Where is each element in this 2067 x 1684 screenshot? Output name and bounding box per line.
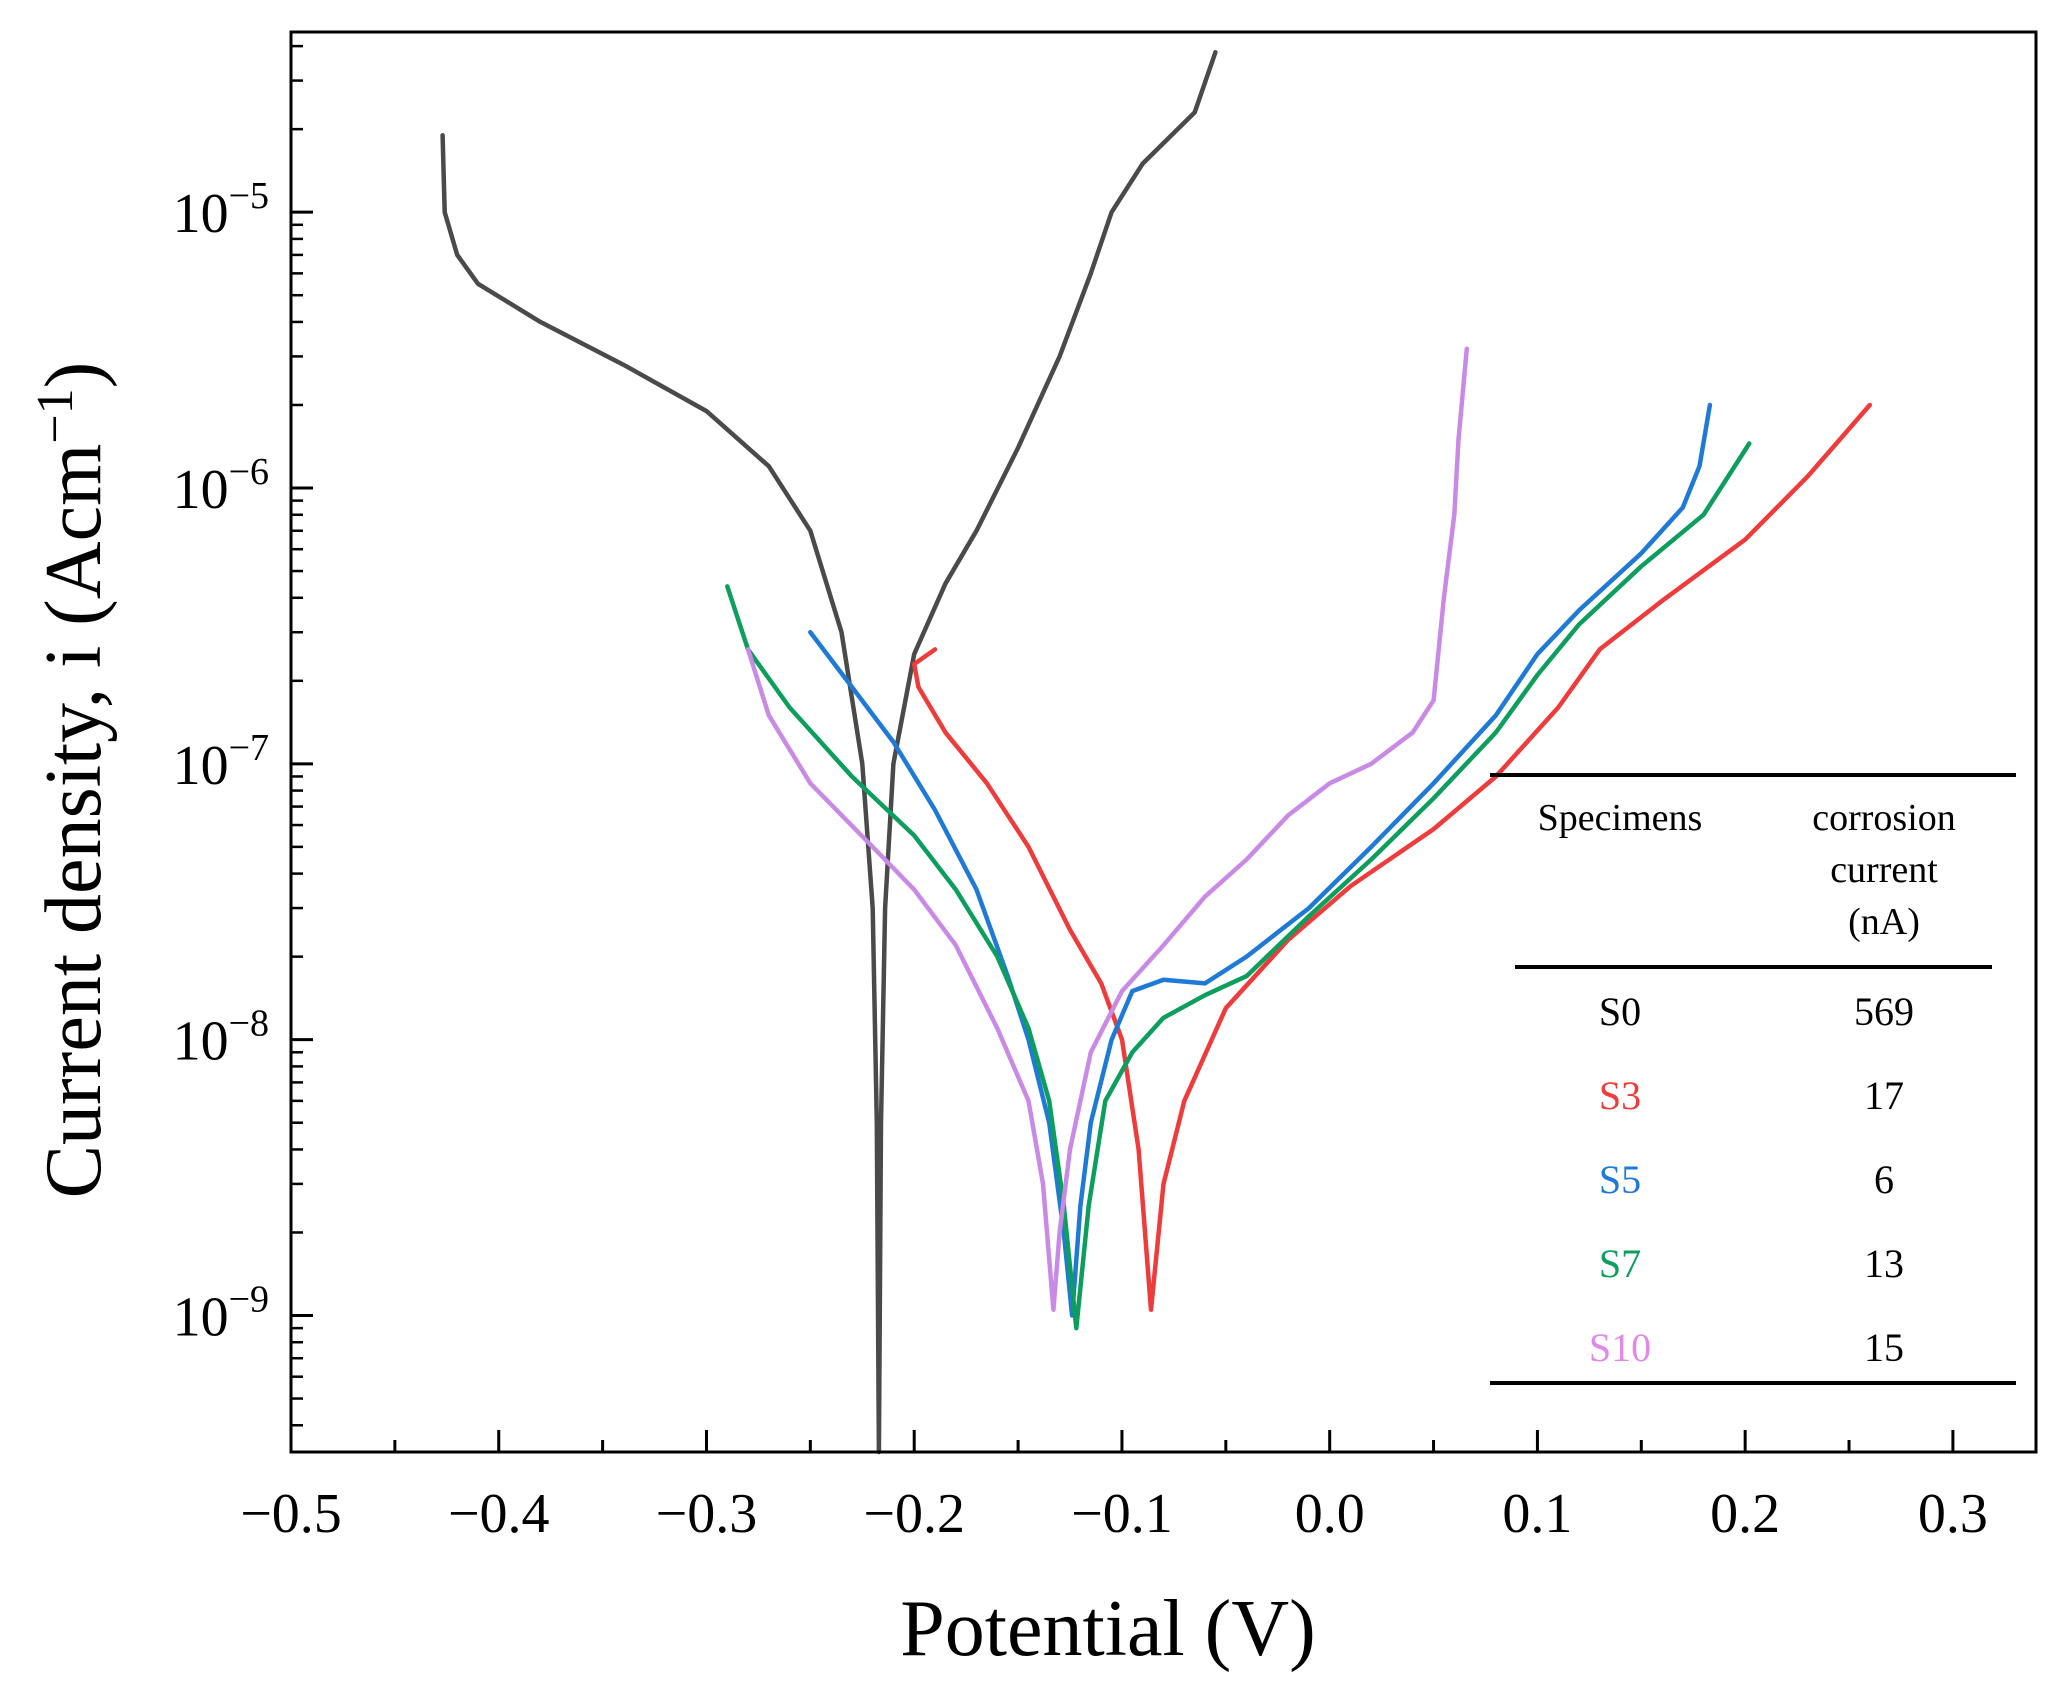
x-tick-label: −0.2 xyxy=(863,1483,965,1545)
y-tick-label: 10−7 xyxy=(173,727,269,797)
axis-layer: −0.5 −0.4 −0.3 −0.2 −0.1 0.0 0.1 0.2 0.3 10−9 10−8… xyxy=(173,44,1988,1545)
y-axis-title-sup: −1 xyxy=(27,388,84,443)
table-cell-current: 6 xyxy=(1874,1157,1894,1202)
series-line-s10 xyxy=(745,346,1470,1312)
y-tick-label: 10−8 xyxy=(173,1003,269,1073)
series-line-s5 xyxy=(808,402,1713,1318)
inset-table: Specimens corrosion current (nA) S0 569 S3 17 S5… xyxy=(1490,773,2016,1385)
series-line-s7 xyxy=(725,441,1752,1331)
x-tick-label: 0.0 xyxy=(1295,1483,1365,1545)
y-tick-label: 10−6 xyxy=(173,451,269,521)
table-cell-current: 569 xyxy=(1854,989,1914,1034)
y-tick-label: 10−9 xyxy=(173,1279,269,1349)
series-line-s3 xyxy=(911,402,1873,1312)
y-axis-title-main: Current density, i (Acm xyxy=(30,444,118,1199)
y-axis-title-close: ) xyxy=(30,362,118,389)
table-header-current: (nA) xyxy=(1848,901,1920,943)
table-cell-specimen: S7 xyxy=(1599,1241,1641,1286)
table-cell-specimen: S5 xyxy=(1599,1157,1641,1202)
x-axis-title: Potential (V) xyxy=(900,1585,1315,1673)
table-header-current: current xyxy=(1830,849,1938,891)
table-header-current: corrosion xyxy=(1812,797,1956,839)
table-cell-specimen: S0 xyxy=(1599,989,1641,1034)
table-cell-current: 15 xyxy=(1864,1325,1904,1370)
x-tick-label: −0.3 xyxy=(656,1483,758,1545)
series-layer xyxy=(440,50,1873,1455)
y-axis-title: Current density, i (Acm−1) xyxy=(27,362,118,1199)
x-tick-label: −0.1 xyxy=(1071,1483,1173,1545)
table-cell-current: 13 xyxy=(1864,1241,1904,1286)
plot-frame xyxy=(289,30,2038,1454)
table-cell-specimen: S3 xyxy=(1599,1073,1641,1118)
table-header-specimens: Specimens xyxy=(1538,797,1703,839)
x-tick-label: 0.3 xyxy=(1918,1483,1988,1545)
table-cell-specimen: S10 xyxy=(1589,1325,1651,1370)
x-tick-label: −0.4 xyxy=(448,1483,550,1545)
x-tick-label: 0.2 xyxy=(1710,1483,1780,1545)
x-tick-label: 0.1 xyxy=(1502,1483,1572,1545)
y-tick-label: 10−5 xyxy=(173,175,269,245)
table-cell-current: 17 xyxy=(1864,1073,1904,1118)
x-tick-label: −0.5 xyxy=(240,1483,342,1545)
